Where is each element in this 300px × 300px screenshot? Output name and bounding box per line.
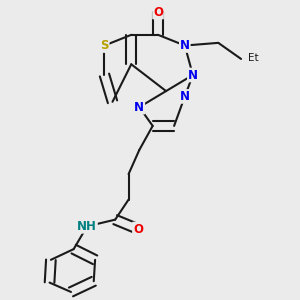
Text: N: N xyxy=(180,90,190,103)
Text: N: N xyxy=(180,39,190,52)
Text: N: N xyxy=(134,100,144,114)
Text: NH: NH xyxy=(77,220,97,233)
Text: O: O xyxy=(133,223,143,236)
Text: O: O xyxy=(153,6,163,19)
Text: N: N xyxy=(188,68,198,82)
Text: S: S xyxy=(100,39,109,52)
Text: Et: Et xyxy=(248,52,258,63)
